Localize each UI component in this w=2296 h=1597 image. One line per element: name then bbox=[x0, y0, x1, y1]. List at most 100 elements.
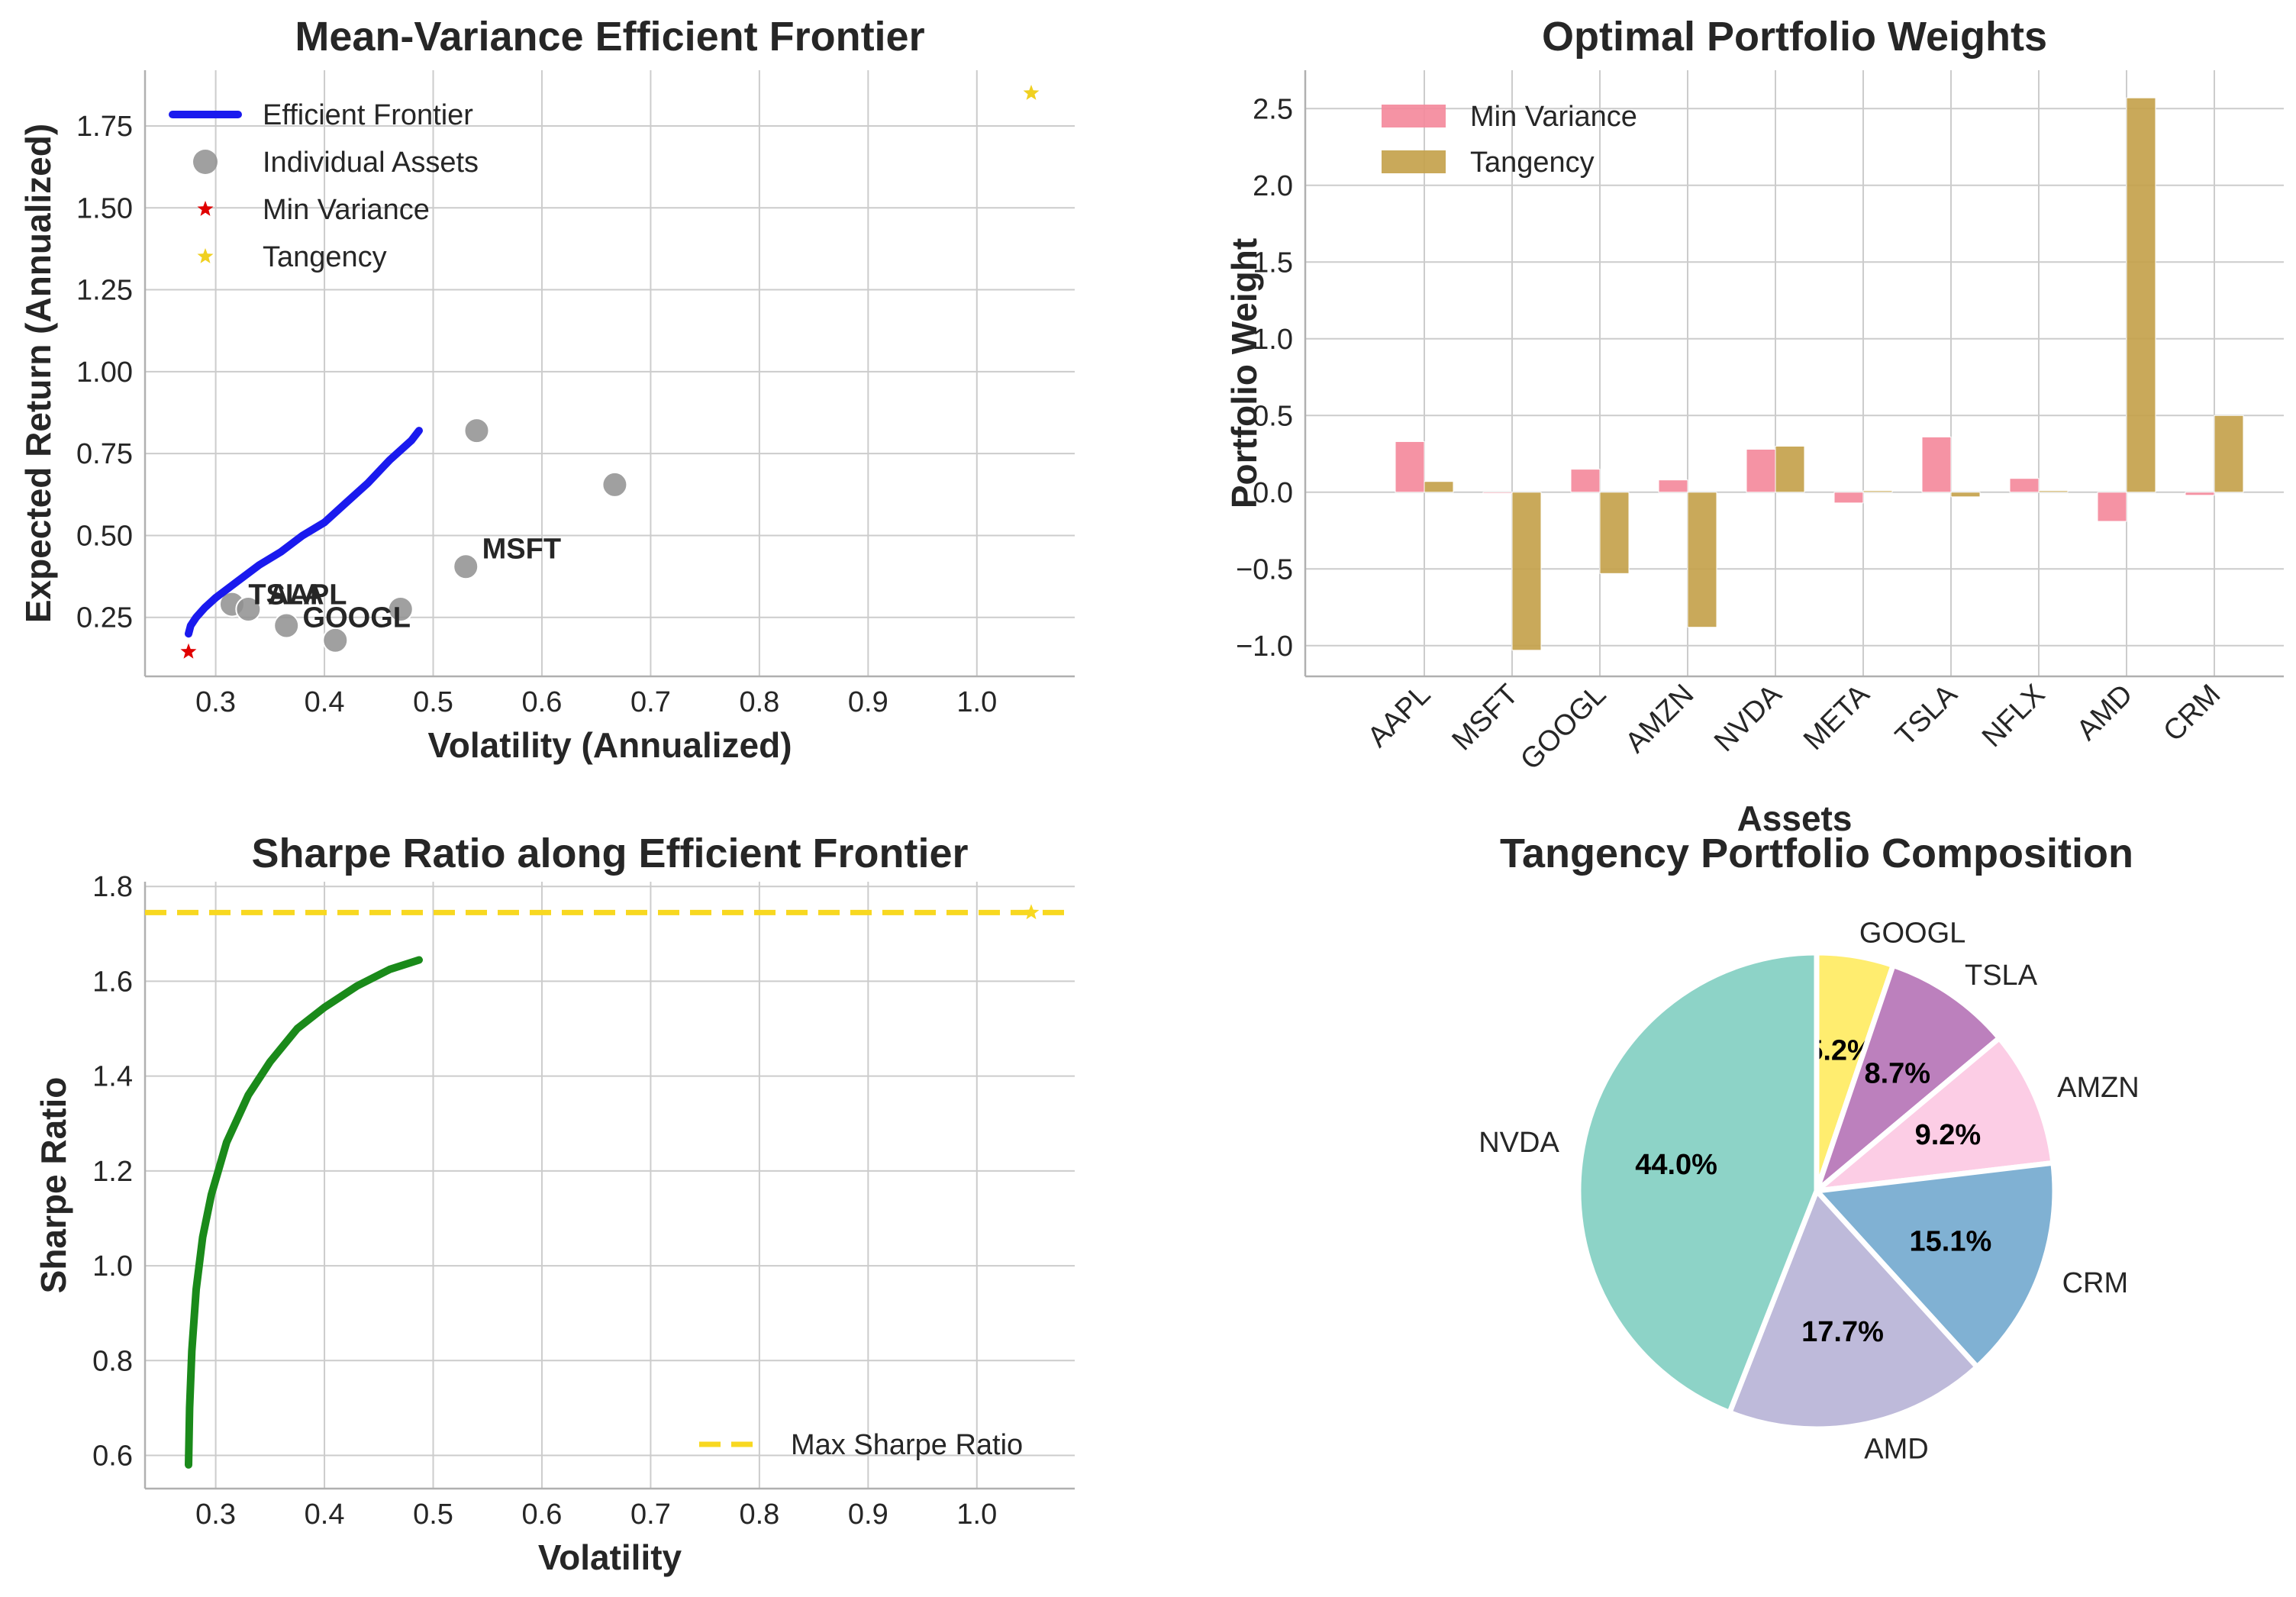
x-tick-label: AMZN bbox=[1620, 679, 1701, 760]
legend-label: Max Sharpe Ratio bbox=[791, 1429, 1023, 1461]
y-tick-label: 0.50 bbox=[76, 520, 133, 552]
y-tick-label: 1.0 bbox=[1253, 324, 1293, 356]
x-tick-label: 0.7 bbox=[630, 1499, 671, 1531]
x-tick-label: AMD bbox=[2071, 679, 2139, 747]
x-tick-label: 0.5 bbox=[413, 686, 453, 718]
weight-bar bbox=[1482, 492, 1513, 494]
x-tick-label: 1.0 bbox=[956, 686, 997, 718]
chart-title: Tangency Portfolio Composition bbox=[1500, 831, 2133, 876]
weight-bar bbox=[2038, 490, 2069, 493]
asset-point bbox=[601, 471, 628, 498]
pie-slice bbox=[1814, 1035, 2056, 1194]
x-tick-label: AAPL bbox=[1362, 679, 1437, 753]
sharpe-line bbox=[185, 956, 423, 1469]
asset-point bbox=[453, 553, 479, 580]
legend-label: Efficient Frontier bbox=[263, 99, 473, 131]
legend: Max Sharpe Ratio bbox=[699, 1429, 1023, 1461]
weight-bar bbox=[1511, 492, 1542, 651]
x-tick-label: 0.3 bbox=[195, 686, 236, 718]
weight-bar bbox=[1424, 481, 1454, 493]
pie-slice-label: AMZN bbox=[2057, 1072, 2140, 1104]
legend-swatch bbox=[1382, 150, 1446, 173]
pie-slice bbox=[1814, 1160, 2058, 1370]
weight-bar bbox=[2009, 478, 2040, 493]
chart-title: Sharpe Ratio along Efficient Frontier bbox=[251, 831, 968, 876]
x-axis-label: Volatility (Annualized) bbox=[427, 725, 792, 765]
x-tick-label: MSFT bbox=[1446, 679, 1525, 757]
tangency-marker bbox=[1023, 904, 1040, 920]
x-axis-label: Assets bbox=[1737, 798, 1853, 838]
y-tick-label: 2.0 bbox=[1253, 170, 1293, 202]
weight-bar bbox=[2214, 415, 2244, 493]
asset-point bbox=[463, 418, 490, 444]
asset-point bbox=[387, 596, 414, 623]
weight-bar bbox=[1570, 469, 1601, 493]
y-tick-label: 1.50 bbox=[76, 192, 133, 224]
y-tick-label: 1.5 bbox=[1253, 247, 1293, 279]
legend: Efficient Frontier Individual Assets Min V… bbox=[169, 99, 479, 273]
y-tick-label: 1.4 bbox=[92, 1061, 133, 1093]
pie-slice-label: TSLA bbox=[1965, 960, 2038, 992]
weight-bar bbox=[1921, 436, 1952, 493]
weight-bar bbox=[1746, 449, 1776, 493]
y-tick-label: 0.0 bbox=[1253, 477, 1293, 509]
chart-title: Mean-Variance Efficient Frontier bbox=[295, 14, 924, 60]
pie-slice-label: NVDA bbox=[1479, 1127, 1559, 1159]
x-tick-label: GOOGL bbox=[1514, 679, 1612, 776]
frontier-panel: 0.3 0.4 0.5 0.6 0.7 0.8 0.9 1.0 0.25 0.50 0.75 1.00… bbox=[18, 14, 1075, 765]
asset-point bbox=[235, 596, 262, 623]
y-tick-label: 1.6 bbox=[92, 966, 133, 998]
y-tick-label: 0.25 bbox=[76, 602, 133, 634]
y-tick-label: 1.8 bbox=[92, 871, 133, 903]
legend: Min Variance Tangency bbox=[1382, 101, 1637, 179]
weight-bar bbox=[1775, 445, 1805, 493]
weight-bar bbox=[1658, 479, 1688, 493]
asset-label: GOOGL bbox=[303, 602, 411, 634]
legend-label: Tangency bbox=[1470, 147, 1595, 179]
legend-label: Tangency bbox=[263, 241, 387, 273]
min-variance-marker bbox=[180, 643, 197, 659]
tangency-marker bbox=[1023, 85, 1040, 100]
weight-bar bbox=[2126, 97, 2156, 493]
y-axis-label: Sharpe Ratio bbox=[34, 1077, 73, 1294]
x-tick-label: 0.4 bbox=[305, 1499, 345, 1531]
y-tick-label: 1.00 bbox=[76, 357, 133, 389]
x-tick-label: TSLA bbox=[1889, 678, 1963, 752]
x-tick-label: 0.7 bbox=[630, 686, 671, 718]
asset-point bbox=[322, 627, 349, 653]
legend-swatch bbox=[1382, 105, 1446, 127]
x-tick-label: 0.9 bbox=[848, 1499, 888, 1531]
x-tick-label: NVDA bbox=[1708, 678, 1788, 758]
legend-label: Individual Assets bbox=[263, 147, 479, 179]
y-tick-label: 1.25 bbox=[76, 275, 133, 307]
x-tick-label: CRM bbox=[2157, 679, 2227, 748]
asset-label: AAPL bbox=[268, 579, 347, 611]
legend-swatch-min-variance bbox=[197, 201, 214, 216]
pie-slice bbox=[1727, 1188, 1980, 1432]
x-tick-label: 0.6 bbox=[522, 1499, 563, 1531]
pie-slice-label: GOOGL bbox=[1859, 917, 1965, 949]
pie-pct-label: 17.7% bbox=[1801, 1316, 1884, 1348]
pie-slice-label: AMD bbox=[1864, 1434, 1928, 1466]
x-tick-label: 0.3 bbox=[195, 1499, 236, 1531]
weight-bar bbox=[1599, 492, 1630, 574]
pie-pct-label: 8.7% bbox=[1864, 1058, 1930, 1090]
x-tick-label: 0.5 bbox=[413, 1499, 453, 1531]
legend-label: Min Variance bbox=[263, 194, 430, 226]
weight-bar bbox=[1862, 490, 1893, 493]
y-tick-label: 0.75 bbox=[76, 438, 133, 470]
y-axis-label: Portfolio Weight bbox=[1224, 238, 1264, 508]
pie-slice bbox=[1575, 950, 1820, 1415]
x-tick-label: NFLX bbox=[1976, 679, 2051, 753]
y-tick-label: −1.0 bbox=[1236, 631, 1293, 663]
x-tick-label: 0.9 bbox=[848, 686, 888, 718]
x-tick-label: 0.8 bbox=[739, 686, 779, 718]
y-tick-label: 1.0 bbox=[92, 1250, 133, 1282]
legend-swatch-assets bbox=[193, 150, 218, 174]
pie-pct-label: 15.1% bbox=[1910, 1225, 1992, 1257]
x-tick-label: 1.0 bbox=[956, 1499, 997, 1531]
asset-point bbox=[273, 612, 300, 639]
y-tick-label: 2.5 bbox=[1253, 93, 1293, 125]
pie-slice bbox=[1814, 963, 2002, 1194]
